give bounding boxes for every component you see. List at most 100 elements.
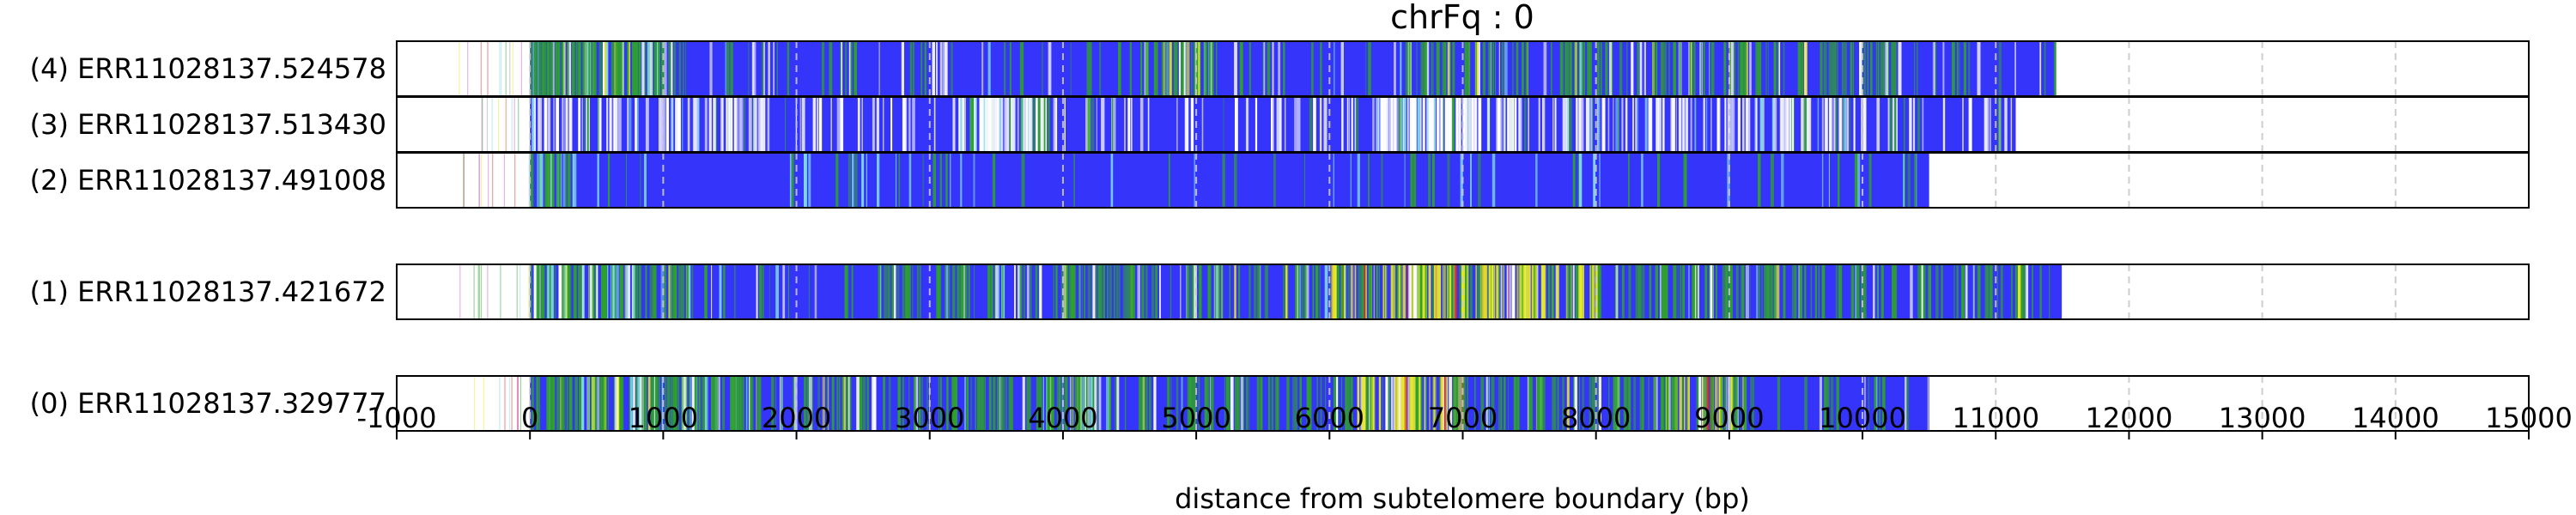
read-stripe xyxy=(671,97,673,152)
read-stripe xyxy=(623,41,625,96)
read-stripe xyxy=(1846,97,1850,152)
read-stripe xyxy=(975,376,976,431)
read-stripe xyxy=(1702,376,1704,431)
read-stripe xyxy=(691,264,694,319)
read-stripe xyxy=(546,264,548,319)
read-stripe xyxy=(536,376,538,431)
read-stripe xyxy=(692,97,696,152)
read-stripe xyxy=(1742,264,1743,319)
read-stripe xyxy=(598,97,600,152)
read-stripe xyxy=(1903,153,1905,208)
read-stripe xyxy=(1048,376,1052,431)
read-stripe xyxy=(651,376,654,431)
read-stripe xyxy=(1170,264,1172,319)
pre-boundary-tick xyxy=(459,264,461,319)
read-stripe xyxy=(1382,376,1383,431)
read-stripe xyxy=(548,153,550,208)
read-stripe xyxy=(1894,264,1897,319)
read-stripe xyxy=(1575,264,1579,319)
read-stripe xyxy=(1969,97,1972,152)
read-stripe xyxy=(997,376,999,431)
read-stripe xyxy=(1952,41,1955,96)
x-tick-label: 5000 xyxy=(1161,402,1230,434)
read-stripe xyxy=(748,97,752,152)
read-stripe xyxy=(1575,41,1577,96)
read-stripe xyxy=(1305,264,1309,319)
read-stripe xyxy=(1009,97,1012,152)
read-stripe xyxy=(719,264,722,319)
read-stripe xyxy=(2024,264,2026,319)
read-stripe xyxy=(1297,97,1301,152)
read-stripe xyxy=(992,97,994,152)
read-stripe xyxy=(1659,264,1662,319)
read-stripe xyxy=(1254,264,1257,319)
read-stripe xyxy=(547,264,550,319)
read-stripe xyxy=(1518,97,1521,152)
read-stripe xyxy=(959,97,961,152)
read-stripe xyxy=(936,41,938,96)
read-stripe xyxy=(1212,376,1214,431)
read-stripe xyxy=(1405,41,1409,96)
read-stripe xyxy=(1215,264,1218,319)
read-stripe xyxy=(563,97,565,152)
x-tick-label: 0 xyxy=(521,402,538,434)
read-stripe xyxy=(987,97,992,152)
read-stripe xyxy=(606,97,609,152)
pre-boundary-tick xyxy=(511,97,513,152)
read-stripe xyxy=(1448,41,1450,96)
read-stripe xyxy=(1268,41,1271,96)
read-stripe xyxy=(1639,376,1641,431)
pre-boundary-tick xyxy=(504,376,506,431)
read-stripe xyxy=(1657,153,1661,208)
read-stripe xyxy=(1273,153,1276,208)
read-stripe xyxy=(907,264,911,319)
read-stripe xyxy=(1735,264,1739,319)
read-stripe xyxy=(957,264,959,319)
read-stripe xyxy=(571,97,573,152)
read-stripe xyxy=(606,41,609,96)
read-stripe xyxy=(1096,264,1097,319)
read-stripe xyxy=(1844,41,1847,96)
read-stripe xyxy=(1492,153,1496,208)
read-stripe xyxy=(1824,97,1828,152)
read-stripe xyxy=(704,264,708,319)
read-stripe xyxy=(1507,97,1510,152)
read-stripe xyxy=(1276,376,1279,431)
read-stripe xyxy=(631,264,634,319)
read-stripe xyxy=(1040,97,1043,152)
read-stripe xyxy=(1710,376,1713,431)
read-stripe xyxy=(1368,264,1372,319)
read-stripe xyxy=(1055,97,1058,152)
pre-boundary-tick xyxy=(514,153,516,208)
read-stripe xyxy=(805,376,809,431)
read-stripe xyxy=(696,97,700,152)
read-stripe xyxy=(1350,376,1353,431)
read-stripe xyxy=(1026,264,1030,319)
read-stripe xyxy=(537,153,539,208)
read-stripe xyxy=(578,41,581,96)
x-tick-label: 12000 xyxy=(2086,402,2173,434)
read-stripe xyxy=(532,153,534,208)
read-stripe xyxy=(1743,97,1745,152)
read-stripe xyxy=(1365,41,1367,96)
read-stripe xyxy=(1863,41,1866,96)
read-stripe xyxy=(607,264,609,319)
read-stripe xyxy=(1033,97,1036,152)
read-stripe xyxy=(1688,264,1690,319)
read-stripe xyxy=(574,264,576,319)
read-stripe xyxy=(695,97,698,152)
read-stripe xyxy=(1122,264,1127,319)
read-stripe xyxy=(1684,376,1686,431)
read-stripe xyxy=(1274,376,1277,431)
read-stripe xyxy=(1506,264,1510,319)
read-stripe xyxy=(589,41,592,96)
read-stripe xyxy=(932,41,935,96)
read-stripe xyxy=(647,41,651,96)
read-stripe xyxy=(632,41,635,96)
read-stripe xyxy=(1927,376,1929,431)
read-stripe xyxy=(1708,264,1710,319)
read-stripe xyxy=(1608,376,1610,431)
read-stripe xyxy=(1632,97,1634,152)
read-stripe xyxy=(640,153,641,208)
read-stripe xyxy=(649,264,652,319)
